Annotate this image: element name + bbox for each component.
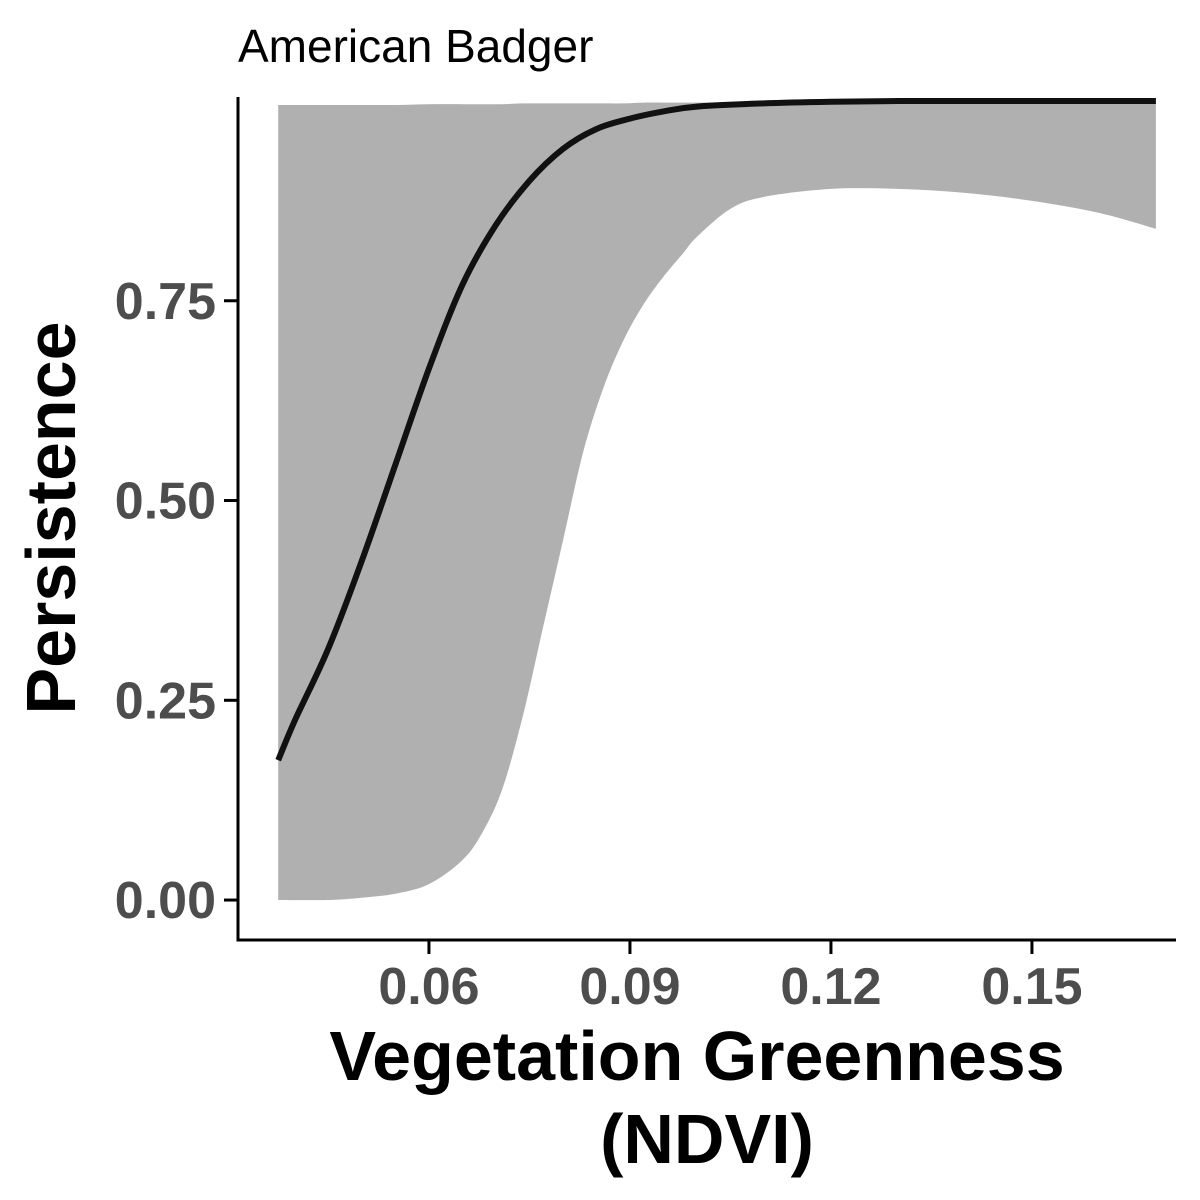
- plot-area: [275, 97, 1156, 901]
- y-axis-ticks: 0.00 0.25 0.50 0.75: [115, 273, 238, 930]
- y-tick-label: 0.25: [115, 672, 216, 730]
- x-tick-label: 0.09: [579, 958, 680, 1016]
- x-tick-label: 0.12: [780, 958, 881, 1016]
- chart-title: American Badger: [238, 20, 593, 72]
- fitted-line: [275, 97, 1156, 762]
- y-axis-title: Persistence: [12, 321, 90, 714]
- confidence-ribbon: [278, 102, 1156, 901]
- x-axis-ticks: 0.06 0.09 0.12 0.15: [378, 940, 1083, 1016]
- y-tick-label: 0.75: [115, 273, 216, 331]
- x-tick-label: 0.15: [981, 958, 1082, 1016]
- y-tick-label: 0.50: [115, 473, 216, 531]
- x-tick-label: 0.06: [378, 958, 479, 1016]
- x-axis-title-line-2: (NDVI): [600, 1100, 814, 1178]
- y-tick-label: 0.00: [115, 872, 216, 930]
- x-axis-title-line-1: Vegetation Greenness: [329, 1017, 1064, 1095]
